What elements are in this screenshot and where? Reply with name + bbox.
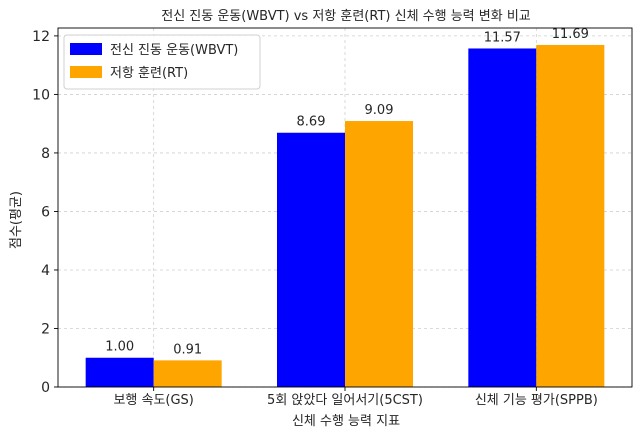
x-tick-label-2: 신체 기능 평가(SPPB) (475, 393, 598, 408)
data-label-s0-c2: 11.57 (484, 30, 521, 45)
data-label-s0-c0: 1.00 (105, 340, 134, 355)
bar-s0-c2 (468, 48, 537, 388)
x-axis: 보행 속도(GS) 5회 앉았다 일어서기(5CST) 신체 기능 평가(SPPB) (113, 387, 598, 408)
legend-swatch-1 (70, 66, 102, 78)
y-tick-label-2: 4 (41, 263, 50, 279)
data-label-s1-c2: 11.69 (552, 27, 589, 42)
bar-s1-c1 (345, 121, 413, 387)
x-tick-label-0: 보행 속도(GS) (113, 392, 193, 408)
data-label-s1-c0: 0.91 (173, 342, 202, 357)
y-tick-label-4: 8 (41, 146, 50, 162)
data-label-s1-c1: 9.09 (365, 103, 394, 118)
data-label-s0-c1: 8.69 (297, 115, 326, 130)
legend: 전신 진동 운동(WBVT) 저항 훈련(RT) (63, 34, 261, 90)
y-tick-label-0: 0 (41, 380, 50, 396)
bar-s1-c0 (153, 360, 222, 387)
chart-title: 전신 진동 운동(WBVT) vs 저항 훈련(RT) 신체 수행 능력 변화 … (161, 8, 531, 24)
legend-box (63, 34, 261, 90)
legend-label-0: 전신 진동 운동(WBVT) (110, 43, 238, 58)
legend-swatch-0 (70, 43, 102, 55)
bars (85, 44, 605, 388)
x-axis-label: 신체 수행 능력 지표 (292, 413, 400, 429)
data-labels: 1.00 8.69 11.57 0.91 9.09 11.69 (105, 27, 589, 357)
x-tick-label-1: 5회 앉았다 일어서기(5CST) (267, 393, 423, 408)
bar-s1-c2 (536, 44, 605, 387)
y-tick-label-3: 6 (41, 204, 50, 220)
y-tick-label-6: 12 (32, 29, 50, 45)
bar-s0-c0 (85, 357, 154, 387)
y-axis-label: 점수(평균) (9, 191, 24, 249)
y-tick-label-5: 10 (32, 87, 50, 103)
y-axis: 0 2 4 6 8 10 12 (32, 29, 58, 396)
bar-s0-c1 (277, 132, 345, 387)
y-tick-label-1: 2 (41, 321, 50, 337)
legend-label-1: 저항 훈련(RT) (110, 66, 188, 81)
